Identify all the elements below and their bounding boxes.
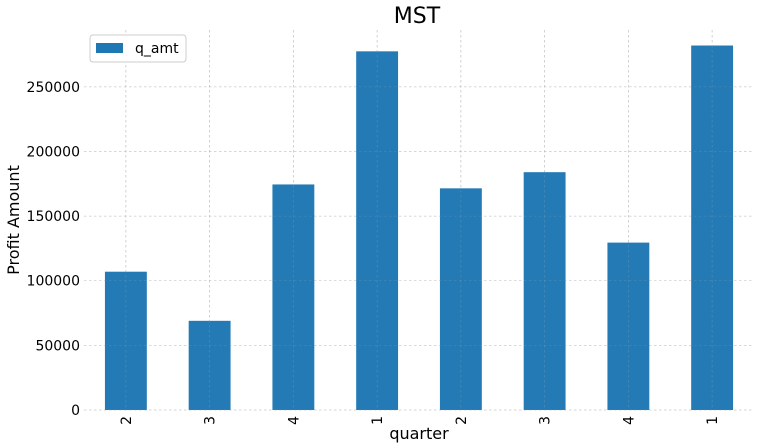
x-tick-label: 2: [454, 416, 470, 425]
y-tick-label: 100000: [27, 274, 80, 290]
y-tick-label: 0: [71, 403, 80, 419]
y-axis-label: Profit Amount: [4, 165, 23, 275]
bar-3: [188, 320, 231, 410]
x-tick-label: 1: [705, 416, 721, 425]
y-tick-label: 150000: [27, 209, 80, 225]
x-tick-label: 3: [203, 416, 219, 425]
x-tick-label: 4: [621, 416, 637, 425]
x-tick-label: 4: [286, 416, 302, 425]
x-tick-label: 1: [370, 416, 386, 425]
x-tick-label: 2: [119, 416, 135, 425]
y-tick-label: 250000: [27, 80, 80, 96]
bar-3: [523, 172, 566, 410]
y-tick-label: 200000: [27, 144, 80, 160]
bar-4: [272, 184, 315, 410]
bars: [84, 30, 754, 411]
x-axis-label: quarter: [389, 424, 449, 443]
bar-4: [607, 242, 650, 410]
chart-title: MST: [394, 4, 441, 29]
x-axis: 2 3 4 1 2 3 4 1: [119, 416, 721, 425]
y-axis: 0 50000 100000 150000 200000 250000: [27, 80, 80, 419]
bar-1: [691, 45, 734, 411]
legend-swatch: [96, 43, 123, 53]
legend: q_amt: [89, 34, 187, 63]
bar-1: [356, 51, 399, 410]
bar-2: [104, 271, 147, 410]
bar-2: [439, 188, 482, 410]
y-tick-label: 50000: [35, 338, 80, 354]
x-tick-label: 3: [538, 416, 554, 425]
legend-frame: [89, 34, 187, 63]
legend-label: q_amt: [135, 41, 179, 57]
